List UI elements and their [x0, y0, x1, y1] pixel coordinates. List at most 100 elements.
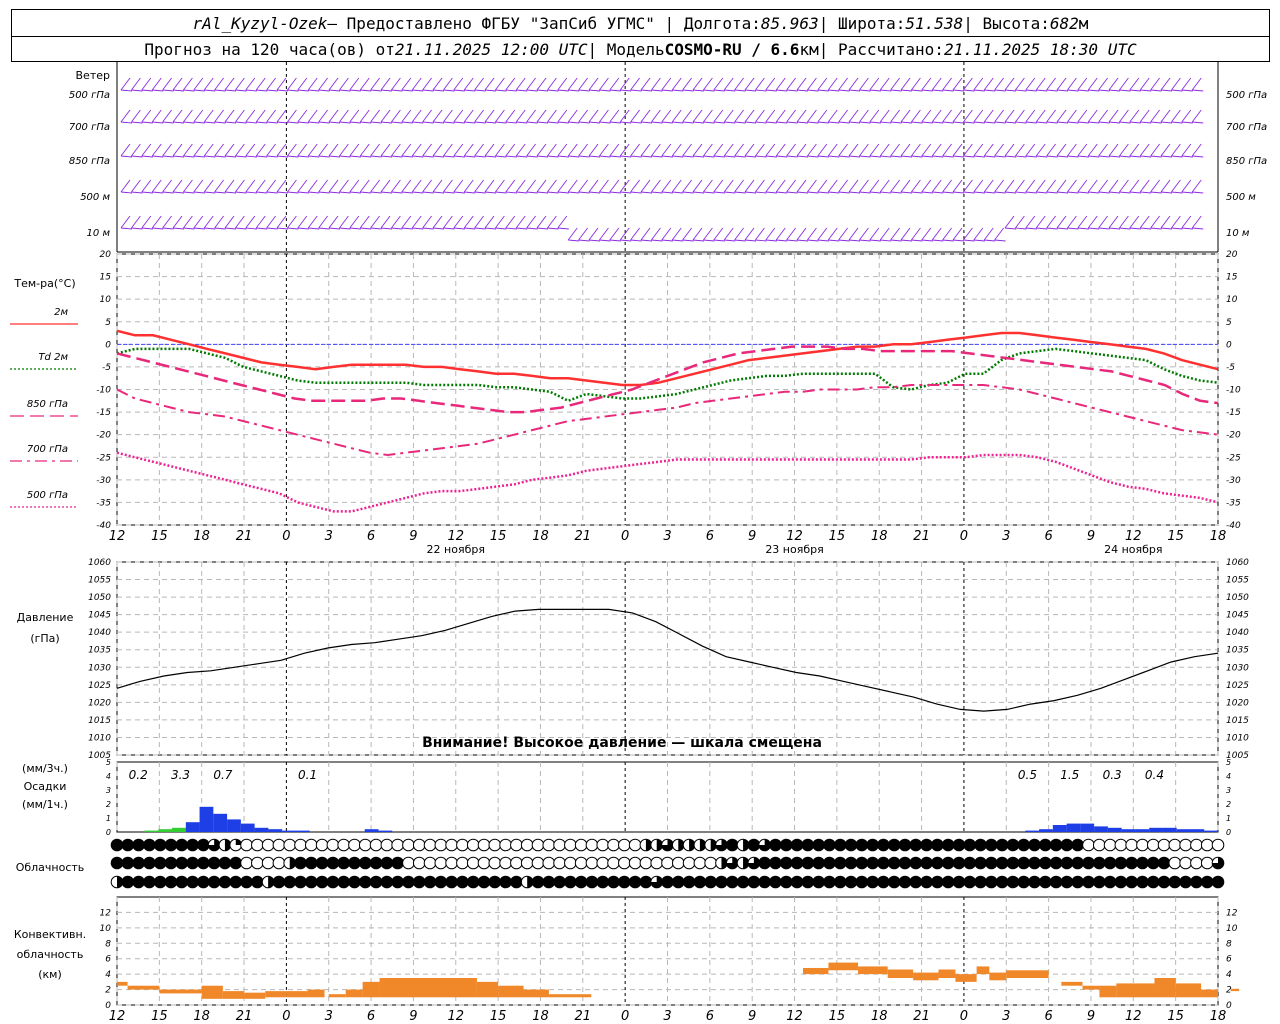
time-tick-label: 12 [1125, 529, 1142, 544]
cloud-fill [1147, 857, 1160, 869]
calc-label: | Рассчитано: [818, 39, 944, 59]
wind-barb [630, 77, 640, 91]
wind-level-label-right: 850 гПа [1226, 156, 1267, 167]
forecast-label: Прогноз на 120 часа(ов) от [144, 39, 395, 59]
wind-barb-shaft [1088, 121, 1100, 124]
wind-barb [1098, 109, 1108, 123]
wind-barb-shaft [661, 89, 673, 92]
cloud-circle [1190, 838, 1203, 852]
wind-barb-shaft [911, 155, 923, 158]
cloud-fill [402, 876, 415, 888]
precip-bar-blue [227, 819, 241, 832]
cloud-fill [575, 876, 587, 888]
wind-barb [224, 215, 235, 229]
cloud-fill [381, 876, 393, 888]
wind-barb-shaft [609, 121, 621, 124]
cloud-fill [909, 876, 922, 888]
wind-barb-shaft [214, 89, 226, 92]
wind-barb [1025, 77, 1036, 91]
cloud-fill [888, 876, 900, 888]
wind-barb [963, 109, 973, 123]
wind-barb [1171, 179, 1181, 193]
wind-barb [671, 143, 682, 157]
wind-barb [1004, 109, 1015, 123]
wind-barb [817, 143, 828, 157]
wind-barb [1077, 143, 1088, 157]
wind-barb [172, 179, 183, 193]
time-tick-label-bottom: 18 [871, 1009, 888, 1024]
conv-ytick-right: 6 [1226, 955, 1232, 965]
wind-barb-shaft [817, 121, 829, 124]
pressure-ytick-right: 1035 [1226, 646, 1249, 656]
wind-barb-shaft [349, 227, 361, 230]
wind-barb-shaft [266, 121, 278, 124]
wind-barb-shaft [474, 121, 486, 124]
wind-barb-shaft [828, 191, 840, 194]
cloud-circle [1179, 838, 1192, 852]
cloud-fill [294, 876, 307, 888]
wind-barb-shaft [1160, 121, 1173, 124]
wind-barb [682, 77, 692, 91]
wind-barb [661, 143, 672, 157]
wind-barb [422, 143, 432, 157]
wind-barb [921, 77, 932, 91]
wind-barb-shaft [932, 191, 944, 194]
wind-barb-shaft [256, 89, 268, 92]
cloud-fill [111, 839, 123, 851]
wind-barb-shaft [1036, 227, 1048, 230]
wind-barb [245, 77, 256, 91]
wind-barb-shaft [1077, 191, 1089, 194]
wind-barb-shaft [817, 239, 829, 242]
latitude-label: | Широта: [818, 13, 906, 33]
cloud-fill [1212, 876, 1224, 888]
wind-barb [619, 227, 630, 241]
wind-barb [1171, 215, 1181, 229]
cloud-circle [574, 856, 588, 870]
wind-barb [796, 109, 807, 123]
wind-barb-shaft [609, 89, 621, 92]
wind-barb [827, 77, 838, 91]
precip-bar-blue [1039, 829, 1053, 832]
conv-bar [1154, 978, 1176, 998]
wind-barb [297, 215, 308, 229]
time-tick-label: 6 [706, 529, 714, 544]
wind-barb [827, 109, 838, 123]
wind-barb [734, 179, 744, 193]
wind-barb [1046, 215, 1056, 229]
cloud-circle [693, 856, 707, 870]
cloud-fill [359, 876, 372, 888]
wind-barb [172, 109, 183, 123]
wind-barb-shaft [890, 155, 902, 158]
wind-barb [1119, 109, 1129, 123]
wind-barb-shaft [412, 227, 424, 230]
cloud-fill [845, 839, 857, 851]
cloud-fill [1007, 876, 1019, 888]
cloud-fill [834, 876, 847, 888]
wind-barb-shaft [401, 191, 413, 194]
wind-barb [411, 215, 422, 229]
wind-barb [588, 109, 599, 123]
wind-barb [484, 179, 495, 193]
cloud-fill [121, 857, 134, 869]
cloud-fill [866, 876, 879, 888]
time-tick-label: 21 [575, 529, 592, 544]
wind-barb-shaft [838, 155, 850, 158]
wind-barb [1025, 179, 1036, 193]
wind-barb [713, 227, 724, 241]
cloud-fill [381, 857, 393, 869]
wind-barb-shaft [776, 191, 788, 194]
pressure-ytick-left: 1045 [88, 611, 111, 621]
wind-barb [879, 143, 890, 157]
cloud-fill [132, 839, 145, 851]
precip-title: Осадки [24, 780, 67, 793]
wind-barb-shaft [599, 89, 611, 92]
wind-barb [287, 143, 297, 157]
wind-barb-shaft [183, 89, 195, 92]
cloud-fill [553, 876, 566, 888]
wind-barb-shaft [443, 89, 455, 92]
time-tick-label: 3 [325, 529, 333, 544]
wind-barb [640, 227, 651, 241]
cloud-circle [1168, 838, 1182, 852]
wind-barb [411, 109, 422, 123]
wind-barb-shaft [495, 191, 507, 194]
